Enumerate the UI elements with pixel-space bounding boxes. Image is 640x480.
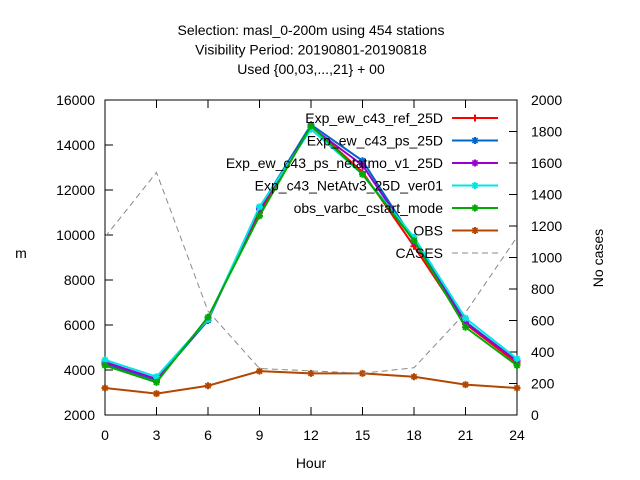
data-point — [513, 362, 521, 369]
y-tick-label: 6000 — [64, 317, 95, 333]
data-point — [462, 314, 469, 322]
data-point — [359, 161, 366, 169]
legend-label: Exp_ew_c43_ps_netatmo_v1_25D — [226, 155, 443, 171]
y2-tick-label: 2000 — [531, 92, 562, 108]
title-line: Visibility Period: 20190801-20190818 — [195, 42, 427, 58]
series-line — [104, 171, 518, 374]
x-tick-label: 21 — [458, 427, 474, 443]
y-tick-label: 2000 — [64, 407, 95, 423]
x-tick-label: 24 — [509, 427, 525, 443]
legend-marker — [471, 204, 479, 212]
x-axis: 0 3 6 9 12 15 18 21 24 — [101, 100, 525, 443]
data-point — [256, 212, 263, 220]
y-tick-label: 14000 — [56, 137, 95, 153]
data-point — [307, 122, 315, 130]
data-point — [462, 381, 469, 389]
y2-tick-label: 1600 — [531, 155, 562, 171]
series-layer — [101, 121, 521, 398]
legend-marker — [471, 182, 479, 189]
series-obs-varbc-cstart-mode — [101, 122, 521, 386]
legend-label: CASES — [396, 245, 443, 261]
y2-axis: 0 200 400 600 800 1000 1200 1400 1600 1800 2000 — [509, 92, 562, 423]
legend-label: obs_varbc_cstart_mode — [294, 200, 444, 216]
legend: Exp_ew_c43_ref_25D Exp_ew_c43_ps_25D Exp_e… — [226, 110, 498, 261]
y2-tick-label: 1800 — [531, 124, 562, 140]
legend-label: Exp_c43_NetAtv3_25D_ver01 — [255, 178, 444, 194]
y2-tick-label: 1400 — [531, 187, 562, 203]
data-point — [101, 384, 109, 392]
data-point — [256, 367, 263, 375]
y2-tick-label: 0 — [531, 407, 539, 423]
data-point — [462, 323, 469, 331]
x-tick-label: 9 — [256, 427, 264, 443]
x-tick-label: 0 — [101, 427, 109, 443]
x-tick-label: 15 — [355, 427, 371, 443]
x-tick-label: 6 — [204, 427, 212, 443]
y-axis-label: m — [15, 245, 27, 261]
data-point — [204, 313, 212, 321]
data-point — [410, 373, 418, 381]
series-cases — [104, 171, 518, 374]
y-tick-label: 4000 — [64, 362, 95, 378]
x-tick-label: 18 — [406, 427, 422, 443]
x-tick-label: 12 — [303, 427, 319, 443]
legend-label: Exp_ew_c43_ps_25D — [307, 133, 443, 149]
data-point — [410, 237, 418, 245]
y2-tick-label: 200 — [531, 376, 555, 392]
data-point — [359, 170, 366, 178]
legend-label: OBS — [413, 223, 443, 239]
y2-tick-label: 1000 — [531, 250, 562, 266]
y2-axis-label: No cases — [590, 229, 606, 287]
y2-tick-label: 1200 — [531, 218, 562, 234]
data-point — [204, 382, 212, 390]
data-point — [513, 355, 521, 363]
chart-title: Selection: masl_0-200m using 454 station… — [178, 22, 445, 77]
x-tick-label: 3 — [153, 427, 161, 443]
data-point — [256, 203, 263, 211]
title-line: Selection: masl_0-200m using 454 station… — [178, 22, 445, 38]
data-point — [513, 384, 521, 392]
y2-tick-label: 800 — [531, 281, 555, 297]
y-tick-label: 12000 — [56, 182, 95, 198]
y-axis: 2000 4000 6000 8000 10000 12000 14000 16000 — [56, 92, 113, 423]
legend-marker — [471, 159, 479, 167]
y-tick-label: 16000 — [56, 92, 95, 108]
legend-label: Exp_ew_c43_ref_25D — [305, 110, 443, 126]
title-line: Used {00,03,...,21} + 00 — [237, 61, 385, 77]
x-axis-label: Hour — [296, 455, 327, 471]
data-point — [307, 369, 315, 377]
y2-tick-label: 400 — [531, 344, 555, 360]
legend-marker — [471, 227, 479, 234]
data-point — [153, 378, 160, 386]
y2-tick-label: 600 — [531, 313, 555, 329]
legend-marker — [471, 137, 479, 144]
legend-marker — [471, 114, 479, 122]
y-tick-label: 8000 — [64, 272, 95, 288]
data-point — [101, 362, 109, 369]
data-point — [153, 390, 160, 398]
y-tick-label: 10000 — [56, 227, 95, 243]
